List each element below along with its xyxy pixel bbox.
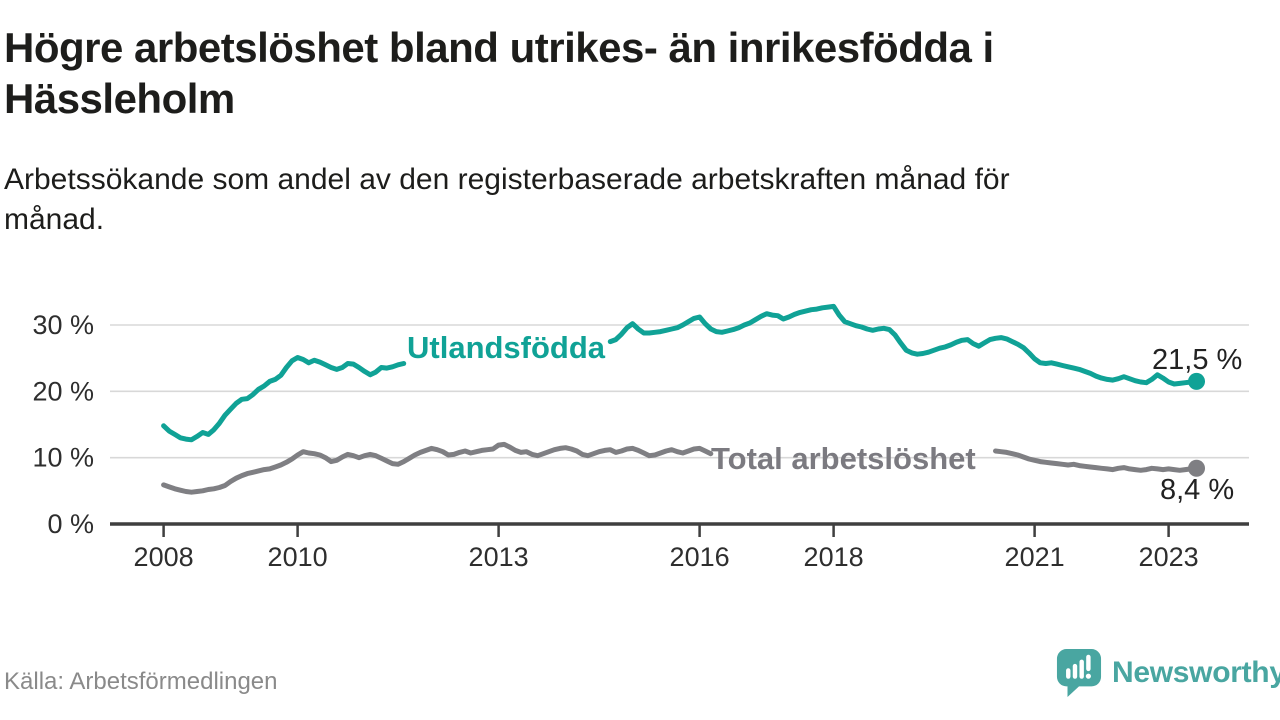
x-axis-tick-label: 2018	[804, 542, 864, 572]
page-subtitle-line-2: månad.	[4, 202, 105, 236]
series-label-total-arbetsloshet: Total arbetslöshet	[711, 441, 976, 476]
series-line-utlandsfodda	[161, 355, 407, 443]
series-line-utlandsfodda	[607, 303, 1199, 387]
exclamation-mark-bar	[1086, 654, 1091, 672]
bar-chart-bar-medium	[1072, 663, 1078, 679]
series-line-total	[161, 441, 714, 495]
newsworthy-speech-bubble-bar-chart-icon	[1056, 649, 1102, 697]
x-axis-tick-label: 2008	[134, 542, 194, 572]
y-axis-tick-label: 0 %	[47, 509, 94, 539]
end-value-label-utlandsfodda: 21,5 %	[1152, 344, 1243, 376]
y-axis-tick-label: 30 %	[32, 310, 94, 340]
x-axis-tick-label: 2016	[670, 542, 730, 572]
x-axis-tick-label: 2013	[469, 542, 529, 572]
end-value-label-total: 8,4 %	[1160, 474, 1235, 506]
y-axis-tick-label: 20 %	[32, 376, 94, 406]
series-end-dot-total	[1188, 459, 1206, 477]
page-title: Högre arbetslöshet bland utrikes- än inr…	[4, 22, 1254, 124]
x-axis-tick-label: 2023	[1139, 542, 1199, 572]
x-axis-tick-label: 2010	[268, 542, 328, 572]
page-subtitle: Arbetssökande som andel av den registerb…	[4, 160, 1204, 240]
y-axis-tick-label: 10 %	[32, 443, 94, 473]
series-line-total	[993, 448, 1199, 473]
page-title-line-2: Hässleholm	[4, 75, 235, 123]
page-title-line-1: Högre arbetslöshet bland utrikes- än inr…	[4, 24, 994, 71]
brand-name: Newsworthy	[1112, 656, 1280, 689]
speech-bubble-shape	[1056, 649, 1102, 697]
source-attribution: Källa: Arbetsförmedlingen	[4, 668, 278, 695]
bar-chart-bar-tall	[1079, 659, 1084, 679]
bar-chart-bar-short	[1066, 668, 1071, 679]
series-end-dot-utlandsfodda	[1188, 372, 1206, 390]
x-axis-tick-label: 2021	[1005, 542, 1065, 572]
newsworthy-logo[interactable]: Newsworthy	[1056, 648, 1280, 698]
page-subtitle-line-1: Arbetssökande som andel av den registerb…	[4, 163, 1010, 196]
series-label-utlandsfodda: Utlandsfödda	[407, 330, 606, 365]
exclamation-mark-dot	[1085, 673, 1091, 679]
